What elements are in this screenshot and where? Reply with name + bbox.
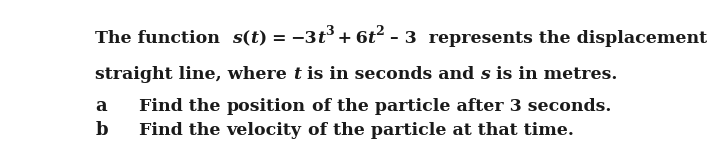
- Text: (: (: [242, 30, 250, 47]
- Text: – 3  represents the displacement of a particle moving along a: – 3 represents the displacement of a par…: [384, 30, 709, 47]
- Text: t: t: [367, 30, 375, 47]
- Text: 2: 2: [375, 24, 384, 38]
- Text: t: t: [317, 30, 325, 47]
- Text: is in seconds and: is in seconds and: [301, 66, 480, 83]
- Text: s: s: [232, 30, 242, 47]
- Text: t: t: [250, 30, 258, 47]
- Text: s: s: [480, 66, 490, 83]
- Text: + 6: + 6: [334, 30, 367, 47]
- Text: Find the: Find the: [139, 122, 227, 139]
- Text: =: =: [266, 30, 291, 47]
- Text: of the particle at that time.: of the particle at that time.: [301, 122, 574, 139]
- Text: b: b: [95, 121, 108, 139]
- Text: 3: 3: [325, 24, 334, 38]
- Text: −3: −3: [291, 30, 317, 47]
- Text: is in metres.: is in metres.: [490, 66, 618, 83]
- Text: The function: The function: [95, 30, 232, 47]
- Text: ): ): [258, 30, 266, 47]
- Text: position: position: [227, 98, 306, 115]
- Text: of the particle after 3 seconds.: of the particle after 3 seconds.: [306, 98, 611, 115]
- Text: Find the: Find the: [139, 98, 227, 115]
- Text: t: t: [293, 66, 301, 83]
- Text: velocity: velocity: [227, 122, 301, 139]
- Text: straight line, where: straight line, where: [95, 66, 293, 83]
- Text: a: a: [95, 97, 107, 115]
